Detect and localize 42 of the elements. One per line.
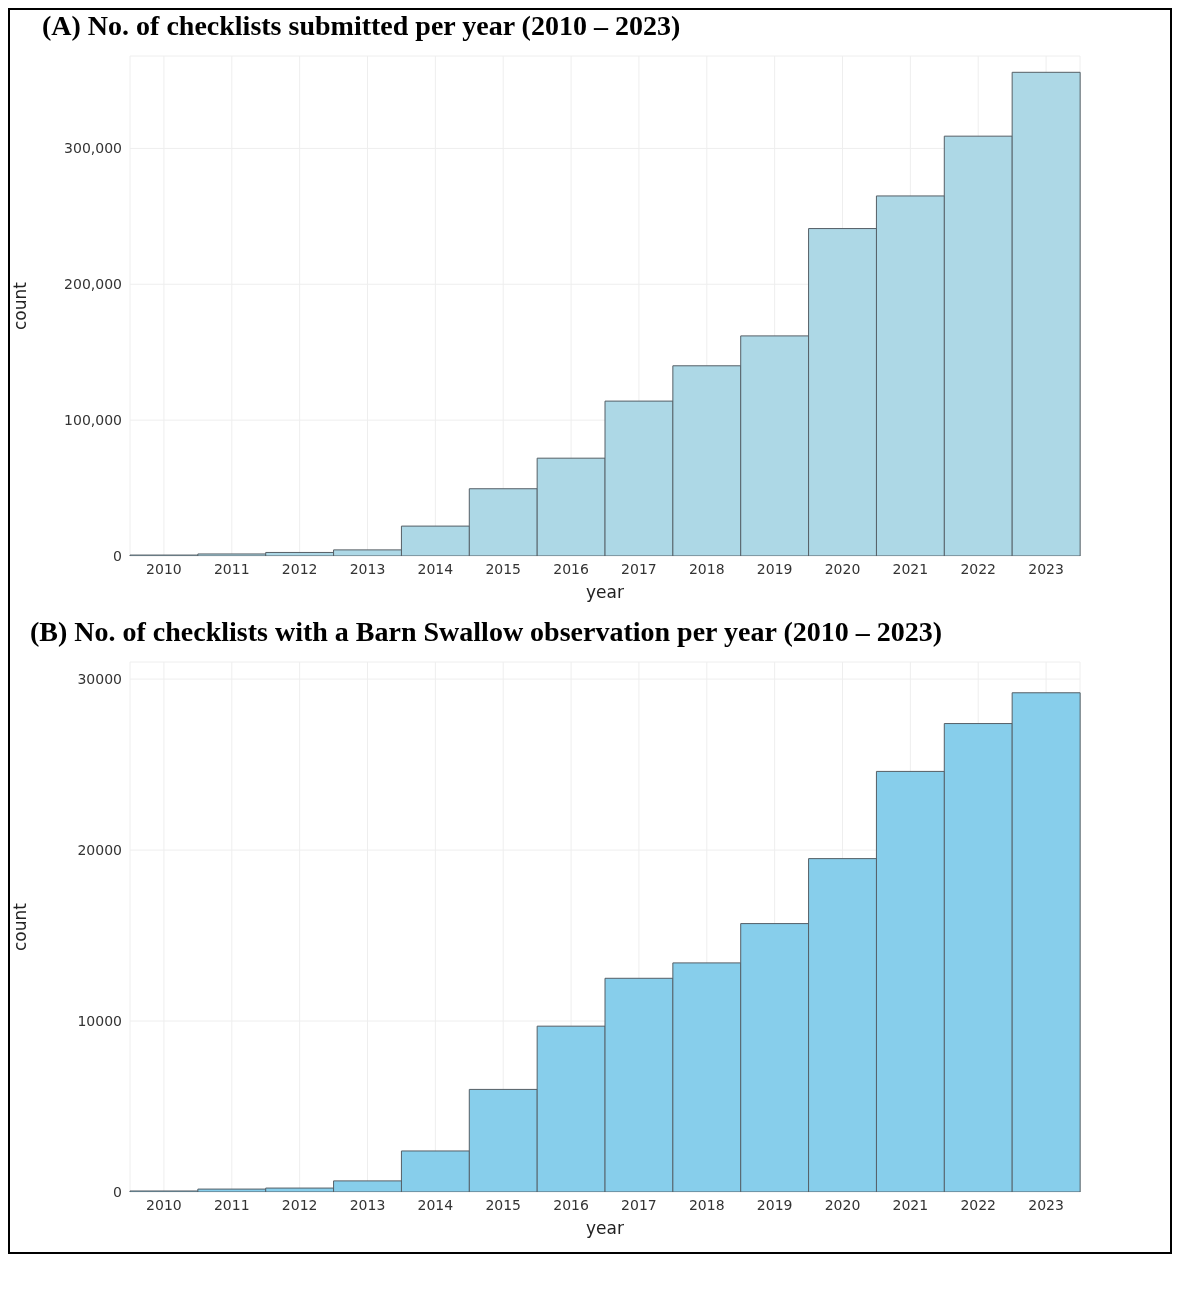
x-tick-label: 2021	[892, 560, 929, 577]
x-tick-label: 2015	[485, 1196, 522, 1213]
y-axis-title: count	[10, 281, 31, 330]
x-tick-label: 2022	[960, 560, 997, 577]
x-tick-label: 2010	[146, 1196, 182, 1213]
x-axis-title: year	[586, 582, 624, 602]
x-tick-label: 2013	[349, 560, 386, 577]
x-tick-label: 2016	[553, 560, 589, 577]
x-tick-label: 2022	[960, 1196, 997, 1213]
x-tick-label: 2014	[417, 560, 454, 577]
chart-title: (A) No. of checklists submitted per year (2010 – 2023)	[41, 10, 682, 43]
x-axis-title: year	[586, 1218, 624, 1238]
x-tick-label: 2018	[688, 560, 725, 577]
y-tick-label: 200,000	[64, 276, 122, 293]
chart-title: (B) No. of checklists with a Barn Swallow observation per year (2010 – 2023)	[29, 616, 944, 649]
x-tick-label: 2021	[892, 1196, 929, 1213]
x-tick-label: 2017	[621, 1196, 657, 1213]
y-tick-label: 0	[113, 1183, 122, 1200]
x-tick-label: 2020	[824, 1196, 861, 1213]
x-tick-label: 2020	[824, 560, 861, 577]
y-axis-title: count	[10, 902, 31, 951]
x-tick-label: 2010	[146, 560, 182, 577]
x-tick-label: 2023	[1028, 560, 1064, 577]
x-tick-label: 2019	[756, 560, 793, 577]
x-tick-label: 2011	[213, 1196, 250, 1213]
y-tick-label: 30000	[77, 671, 122, 688]
y-tick-label: 20000	[77, 842, 122, 859]
x-tick-label: 2015	[485, 560, 522, 577]
x-tick-label: 2012	[281, 560, 318, 577]
y-tick-label: 100,000	[64, 412, 122, 429]
y-tick-label: 0	[113, 547, 122, 564]
x-tick-label: 2023	[1028, 1196, 1064, 1213]
x-tick-label: 2013	[349, 1196, 386, 1213]
y-tick-label: 10000	[77, 1013, 122, 1029]
x-tick-label: 2017	[621, 560, 657, 577]
x-tick-label: 2014	[417, 1196, 454, 1213]
x-tick-label: 2012	[281, 1196, 318, 1213]
x-tick-label: 2011	[213, 560, 250, 577]
x-tick-label: 2019	[756, 1196, 793, 1213]
x-tick-label: 2016	[553, 1196, 589, 1213]
x-tick-label: 2018	[688, 1196, 725, 1213]
y-tick-label: 300,000	[64, 140, 122, 157]
